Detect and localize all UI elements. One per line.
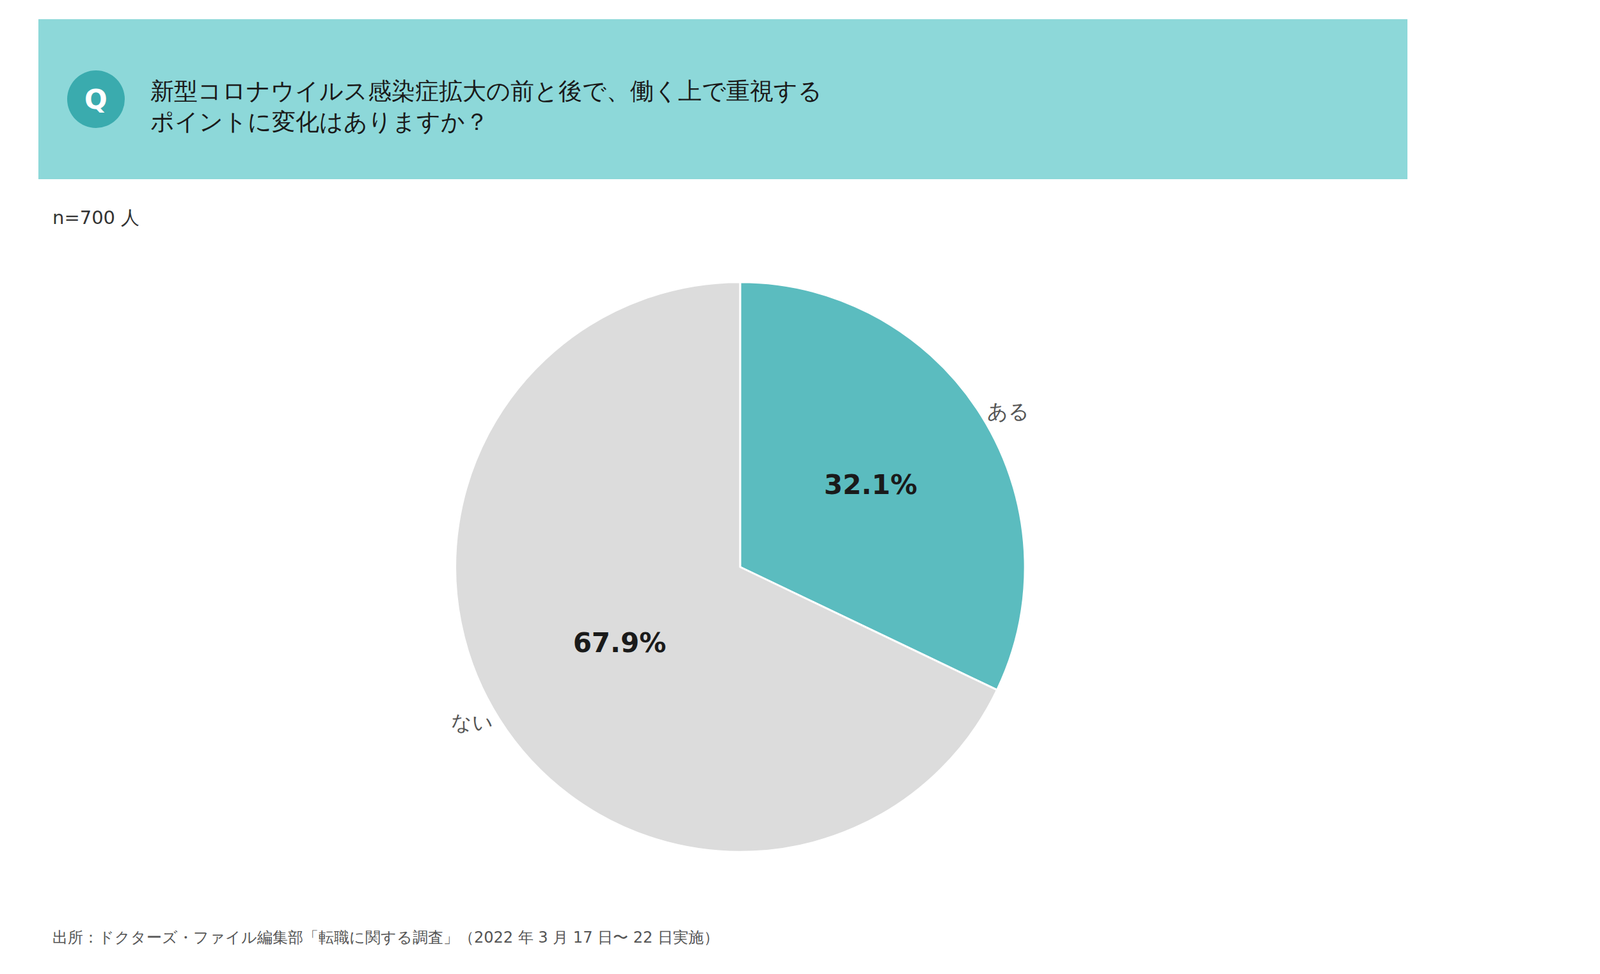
svg-text:新型コロナウイルス感染症拡大の前と後で、働く上で重視するポイ: 新型コロナウイルス感染症拡大の前と後で、働く上で重視するポイントに変化はあります…: [150, 77, 823, 136]
svg-text:ない: ない: [451, 710, 494, 735]
svg-text:n=700 人: n=700 人: [52, 206, 140, 229]
svg-text:ある: ある: [987, 399, 1030, 424]
svg-text:Q: Q: [84, 83, 108, 116]
svg-text:67.9%: 67.9%: [573, 626, 667, 659]
svg-text:出所：ドクターズ・ファイル編集部「転職に関する調査」（202: 出所：ドクターズ・ファイル編集部「転職に関する調査」（2022 年 3 月 17…: [52, 928, 720, 947]
svg-text:32.1%: 32.1%: [823, 468, 918, 501]
